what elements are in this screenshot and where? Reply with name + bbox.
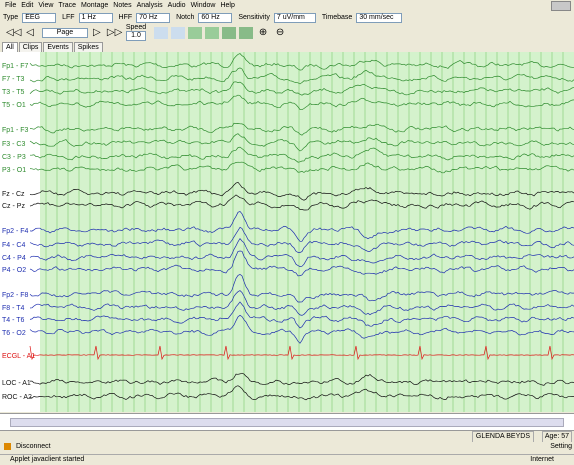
channel-label: P4 - O2 (2, 267, 26, 274)
type-select[interactable]: EEG (22, 13, 56, 23)
menu-item[interactable]: View (38, 2, 53, 9)
menu-item[interactable]: Audio (168, 2, 186, 9)
disconnect-button[interactable]: Disconnect (16, 442, 51, 452)
patient-bar: GLENDA BEYDS Age: 57 (0, 431, 574, 441)
tool-button[interactable] (154, 27, 168, 39)
tool-button[interactable] (171, 27, 185, 39)
menu-item[interactable]: Edit (21, 2, 33, 9)
eeg-trace-area: Fp1 - F7 F7 - T3 T3 - T5 T5 - O1 Fp1 - F3 F3 … (0, 52, 574, 412)
zoom-button[interactable]: ⊖ (273, 27, 287, 39)
menu-bar: File Edit View Trace Montage Notes Analysis Aud… (0, 0, 574, 11)
page-select[interactable]: Page (42, 28, 88, 38)
channel-label: F8 - T4 (2, 305, 25, 312)
menu-item[interactable]: File (5, 2, 16, 9)
tab[interactable]: Clips (19, 42, 43, 52)
label: Sensitivity (238, 14, 270, 21)
speed-input[interactable]: 1.0 (126, 31, 146, 41)
channel-label: LOC - A1 (2, 380, 31, 387)
app-window: File Edit View Trace Montage Notes Analysis Aud… (0, 0, 574, 464)
channel-label: T6 - O2 (2, 330, 26, 337)
tab[interactable]: Events (43, 42, 72, 52)
channel-label: C4 - P4 (2, 255, 26, 262)
label: LFF (62, 14, 74, 21)
channel-label: F4 - C4 (2, 242, 25, 249)
channel-label: Fp1 - F7 (2, 63, 29, 70)
channel-label: C3 - P3 (2, 154, 26, 161)
channel-label: Fp1 - F3 (2, 127, 29, 134)
tool-button[interactable] (205, 27, 219, 39)
channel-label: P3 - O1 (2, 167, 26, 174)
channel-label: Cz - Pz (2, 203, 25, 210)
status-bar: Applet javaclient started Internet (0, 454, 574, 465)
next-button[interactable]: ▷ (90, 27, 104, 39)
prev-button[interactable]: ◁ (23, 27, 37, 39)
channel-label: F3 - C3 (2, 141, 25, 148)
zoom-button[interactable]: ⊕ (256, 27, 270, 39)
hff-select[interactable]: 70 Hz (136, 13, 170, 23)
channel-label: T3 - T5 (2, 89, 25, 96)
time-scrollbar[interactable] (0, 413, 574, 431)
tool-button[interactable] (188, 27, 202, 39)
label: Notch (176, 14, 194, 21)
tab[interactable]: Spikes (74, 42, 103, 52)
channel-label: T4 - T6 (2, 317, 25, 324)
label: Type (3, 14, 18, 21)
menu-item[interactable]: Analysis (137, 2, 163, 9)
timebase-select[interactable]: 30 mm/sec (356, 13, 402, 23)
menu-item[interactable]: Montage (81, 2, 108, 9)
menu-item[interactable]: Window (191, 2, 216, 9)
lff-select[interactable]: 1 Hz (79, 13, 113, 23)
speed-label: Speed (126, 24, 146, 31)
tab[interactable]: All (2, 42, 18, 52)
notch-select[interactable]: 60 Hz (198, 13, 232, 23)
channel-label: T5 - O1 (2, 102, 26, 109)
tool-button[interactable] (222, 27, 236, 39)
channel-label: ROC - A2 (2, 394, 32, 401)
menu-item[interactable]: Trace (58, 2, 76, 9)
channel-label: F7 - T3 (2, 76, 25, 83)
connection-bar: Disconnect Setting (0, 442, 574, 452)
label: Timebase (322, 14, 352, 21)
setting-button[interactable]: Setting (550, 442, 572, 452)
channel-label: Fp2 - F4 (2, 228, 29, 235)
tool-button[interactable] (239, 27, 253, 39)
window-controls[interactable] (551, 1, 571, 11)
sensitivity-select[interactable]: 7 uV/mm (274, 13, 316, 23)
menu-item[interactable]: Help (220, 2, 234, 9)
scroll-track (10, 418, 564, 427)
last-button[interactable]: ▷▷ (107, 27, 121, 39)
channel-label: ECGL - A1 (2, 353, 35, 360)
menu-item[interactable]: Notes (113, 2, 131, 9)
channel-label: Fp2 - F8 (2, 292, 29, 299)
label: HFF (119, 14, 133, 21)
channel-label: Fz - Cz (2, 191, 25, 198)
icon (4, 443, 11, 450)
first-button[interactable]: ◁◁ (6, 27, 20, 39)
